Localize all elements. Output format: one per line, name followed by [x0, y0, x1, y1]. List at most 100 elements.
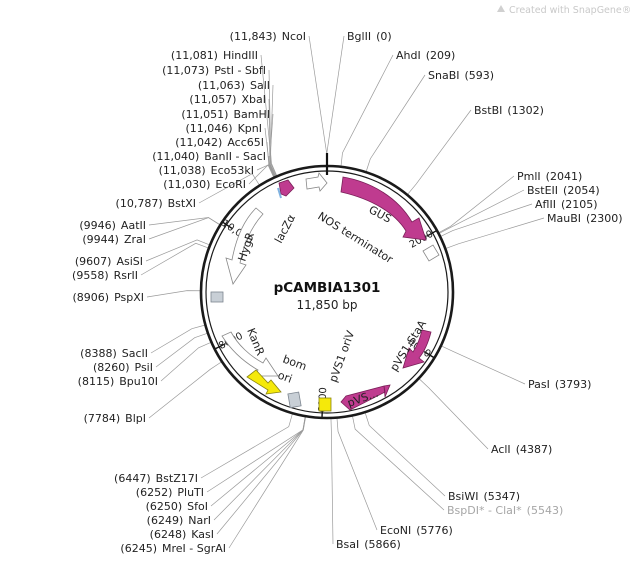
site-pos: (8260) — [93, 361, 130, 374]
site-label-41[interactable]: BsaI (5866) — [336, 538, 401, 551]
site-name: RsrII — [114, 269, 138, 282]
site-label-9[interactable]: (11,040) BanII - SacI — [152, 150, 266, 163]
site-pos: (9946) — [79, 219, 116, 232]
site-leader-39 — [352, 416, 445, 511]
feature-pvs-rep-arrow[interactable] — [340, 384, 391, 411]
site-label-39[interactable]: BspDI* - ClaI* (5543) — [447, 504, 563, 517]
site-name: BglII — [347, 30, 371, 43]
site-label-29[interactable]: AhdI (209) — [396, 49, 455, 62]
site-leader-32 — [438, 175, 515, 233]
feature-lacza-arrow[interactable] — [278, 179, 295, 197]
site-pos: (11,063) — [198, 79, 245, 92]
site-pos: (593) — [465, 69, 495, 82]
site-label-14[interactable]: (9944) ZraI — [82, 233, 146, 246]
site-leader-37 — [419, 378, 489, 450]
site-name: AclI — [491, 443, 511, 456]
site-name: KasI — [191, 528, 214, 541]
tick-mark-4000 — [423, 351, 434, 358]
feature-kanr-arrow[interactable] — [221, 331, 279, 377]
site-label-18[interactable]: (8388) SacII — [80, 347, 148, 360]
site-pos: (5866) — [364, 538, 401, 551]
site-leader-26 — [216, 417, 306, 535]
plasmid-name: pCAMBIA1301 — [274, 280, 381, 296]
site-label-3[interactable]: (11,073) PstI - SbfI — [162, 64, 266, 77]
site-pos: (6248) — [150, 528, 187, 541]
site-name: AsiSI — [116, 255, 143, 268]
site-pos: (2054) — [563, 184, 600, 197]
site-label-10[interactable]: (11,038) Eco53kI — [159, 164, 254, 177]
site-pos: (6245) — [120, 542, 157, 555]
site-pos: (11,030) — [163, 178, 210, 191]
site-pos: (5776) — [416, 524, 453, 537]
site-label-8[interactable]: (11,042) Acc65I — [175, 136, 264, 149]
feature-pvs1-staa-arrow[interactable] — [402, 329, 432, 369]
site-label-27[interactable]: (6245) MreI - SgrAI — [120, 542, 226, 555]
site-label-1[interactable]: (11,843) NcoI — [230, 30, 306, 43]
feature-gus-arrow[interactable] — [340, 176, 427, 241]
site-label-22[interactable]: (6447) BstZ17I — [114, 472, 198, 485]
site-name: ZraI — [124, 233, 146, 246]
site-label-21[interactable]: (7784) BlpI — [84, 412, 146, 425]
site-label-28[interactable]: BglII (0) — [347, 30, 392, 43]
feature-ori-arrow[interactable] — [246, 369, 282, 395]
site-name: BanII - SacI — [204, 150, 266, 163]
site-label-32[interactable]: PmlI (2041) — [517, 170, 582, 183]
site-label-25[interactable]: (6249) NarI — [147, 514, 211, 527]
site-label-11[interactable]: (11,030) EcoRI — [163, 178, 246, 191]
site-pos: (11,057) — [189, 93, 236, 106]
site-label-37[interactable]: AclI (4387) — [491, 443, 552, 456]
site-pos: (11,073) — [162, 64, 209, 77]
site-pos: (9558) — [72, 269, 109, 282]
tick-mark-10000 — [222, 221, 233, 230]
site-label-20[interactable]: (8115) Bpu10I — [78, 375, 158, 388]
site-label-19[interactable]: (8260) PsiI — [93, 361, 153, 374]
site-name: Eco53kI — [211, 164, 254, 177]
site-label-31[interactable]: BstBI (1302) — [474, 104, 544, 117]
site-label-17[interactable]: (8906) PspXI — [72, 291, 144, 304]
site-label-30[interactable]: SnaBI (593) — [428, 69, 494, 82]
site-label-24[interactable]: (6250) SfoI — [146, 500, 208, 513]
site-label-6[interactable]: (11,051) BamHI — [181, 108, 270, 121]
site-leader-5 — [268, 98, 276, 177]
site-label-2[interactable]: (11,081) HindIII — [171, 49, 258, 62]
site-label-36[interactable]: PasI (3793) — [528, 378, 591, 391]
site-label-4[interactable]: (11,063) SalI — [198, 79, 270, 92]
site-leader-36 — [441, 345, 526, 385]
site-name: Bpu10I — [119, 375, 158, 388]
site-leader-28 — [326, 35, 345, 165]
site-name: BlpI — [125, 412, 146, 425]
map-center-title: pCAMBIA1301 11,850 bp — [274, 280, 381, 312]
site-label-12[interactable]: (10,787) BstXI — [116, 197, 196, 210]
site-name: BstZ17I — [156, 472, 198, 485]
site-pos: (6250) — [146, 500, 183, 513]
site-label-38[interactable]: BsiWI (5347) — [448, 490, 520, 503]
site-name: KpnI — [238, 122, 262, 135]
site-pos: (6447) — [114, 472, 151, 485]
site-name: PluTI — [177, 486, 204, 499]
site-label-15[interactable]: (9607) AsiSI — [75, 255, 143, 268]
site-label-40[interactable]: EcoNI (5776) — [380, 524, 453, 537]
site-leader-24 — [210, 417, 306, 507]
site-name: Acc65I — [227, 136, 264, 149]
site-label-26[interactable]: (6248) KasI — [150, 528, 214, 541]
site-label-23[interactable]: (6252) PluTI — [136, 486, 204, 499]
site-pos: (8388) — [80, 347, 117, 360]
site-label-5[interactable]: (11,057) XbaI — [189, 93, 266, 106]
site-name: EcoRI — [215, 178, 246, 191]
site-label-35[interactable]: MauBI (2300) — [547, 212, 623, 225]
site-name: BstXI — [168, 197, 196, 210]
site-label-13[interactable]: (9946) AatII — [79, 219, 146, 232]
site-leader-18 — [150, 324, 205, 354]
feature-hygr-arrow[interactable] — [225, 207, 264, 285]
feature-pvs-rep-label: pVS... — [346, 387, 381, 410]
site-name: BspDI* - ClaI* — [447, 504, 522, 517]
site-label-16[interactable]: (9558) RsrII — [72, 269, 138, 282]
site-label-7[interactable]: (11,046) KpnI — [186, 122, 263, 135]
site-pos: (4387) — [516, 443, 553, 456]
site-leader-19 — [155, 333, 208, 368]
feature-pvs1-oriv-label: pVS1 oriV — [327, 329, 358, 384]
site-name: PstI - SbfI — [214, 64, 266, 77]
site-label-34[interactable]: AflII (2105) — [535, 198, 598, 211]
site-pos: (7784) — [84, 412, 121, 425]
site-label-33[interactable]: BstEII (2054) — [527, 184, 600, 197]
